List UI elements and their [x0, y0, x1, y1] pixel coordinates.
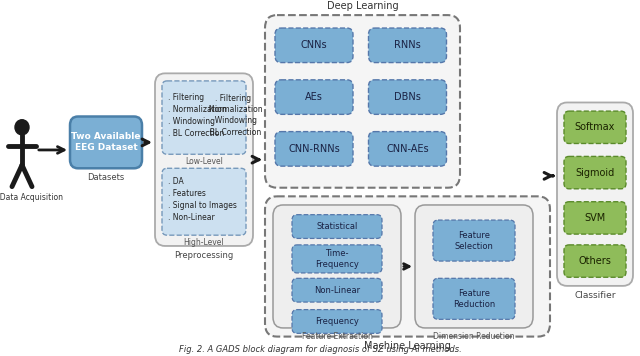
- Text: Feature
Reduction: Feature Reduction: [453, 289, 495, 309]
- FancyBboxPatch shape: [557, 103, 633, 286]
- Text: High-Level: High-Level: [184, 238, 224, 247]
- FancyBboxPatch shape: [162, 168, 246, 235]
- Text: . DA
. Features
. Signal to Images
. Non-Linear: . DA . Features . Signal to Images . Non…: [168, 177, 237, 222]
- FancyBboxPatch shape: [155, 73, 253, 246]
- Text: Low-Level: Low-Level: [185, 157, 223, 166]
- Text: Preprocessing: Preprocessing: [174, 251, 234, 260]
- Text: Statistical: Statistical: [316, 222, 358, 231]
- FancyBboxPatch shape: [275, 80, 353, 114]
- Text: AEs: AEs: [305, 92, 323, 102]
- Text: Feature
Selection: Feature Selection: [454, 231, 493, 251]
- FancyBboxPatch shape: [265, 197, 550, 336]
- Text: Dimension Reduction: Dimension Reduction: [433, 332, 515, 341]
- Text: EEG Data Acquisition: EEG Data Acquisition: [0, 193, 63, 202]
- Text: Sigmoid: Sigmoid: [575, 168, 614, 178]
- FancyBboxPatch shape: [275, 28, 353, 63]
- FancyBboxPatch shape: [70, 116, 142, 168]
- Text: Classifier: Classifier: [574, 291, 616, 300]
- Text: SVM: SVM: [584, 213, 605, 223]
- FancyBboxPatch shape: [369, 28, 447, 63]
- FancyBboxPatch shape: [415, 205, 533, 328]
- Text: Datasets: Datasets: [88, 173, 125, 183]
- FancyBboxPatch shape: [162, 81, 246, 154]
- Text: CNNs: CNNs: [301, 40, 327, 50]
- Text: Fig. 2. A GADS block diagram for diagnosis of SZ using AI methods.: Fig. 2. A GADS block diagram for diagnos…: [179, 345, 461, 354]
- Text: Non-Linear: Non-Linear: [314, 286, 360, 295]
- FancyBboxPatch shape: [433, 220, 515, 261]
- FancyBboxPatch shape: [292, 245, 382, 273]
- FancyBboxPatch shape: [292, 278, 382, 302]
- Text: DBNs: DBNs: [394, 92, 421, 102]
- FancyBboxPatch shape: [273, 205, 401, 328]
- FancyBboxPatch shape: [292, 215, 382, 239]
- FancyBboxPatch shape: [369, 132, 447, 166]
- FancyBboxPatch shape: [369, 80, 447, 114]
- Text: Machine Learning: Machine Learning: [364, 341, 451, 351]
- Text: . Filtering
. Normalization
. Windowing
. BL Correction: . Filtering . Normalization . Windowing …: [204, 94, 262, 137]
- FancyBboxPatch shape: [265, 15, 460, 188]
- Text: Deep Learning: Deep Learning: [326, 1, 398, 11]
- Circle shape: [15, 120, 29, 135]
- FancyBboxPatch shape: [275, 132, 353, 166]
- Text: Frequency: Frequency: [315, 317, 359, 326]
- FancyBboxPatch shape: [564, 111, 626, 143]
- Text: RNNs: RNNs: [394, 40, 421, 50]
- FancyBboxPatch shape: [564, 156, 626, 189]
- Text: Two Available
EEG Dataset: Two Available EEG Dataset: [71, 132, 141, 152]
- Text: CNN-AEs: CNN-AEs: [386, 144, 429, 154]
- Text: . Filtering
. Normalization
. Windowing
. BL Correction: . Filtering . Normalization . Windowing …: [168, 93, 227, 138]
- FancyBboxPatch shape: [433, 278, 515, 319]
- Text: Softmax: Softmax: [575, 122, 615, 132]
- Text: Time-
Frequency: Time- Frequency: [315, 249, 359, 269]
- Text: CNN-RNNs: CNN-RNNs: [288, 144, 340, 154]
- Text: Others: Others: [579, 256, 611, 266]
- FancyBboxPatch shape: [564, 245, 626, 277]
- Text: Feature Extraction: Feature Extraction: [301, 332, 372, 341]
- FancyBboxPatch shape: [292, 310, 382, 333]
- FancyBboxPatch shape: [564, 202, 626, 234]
